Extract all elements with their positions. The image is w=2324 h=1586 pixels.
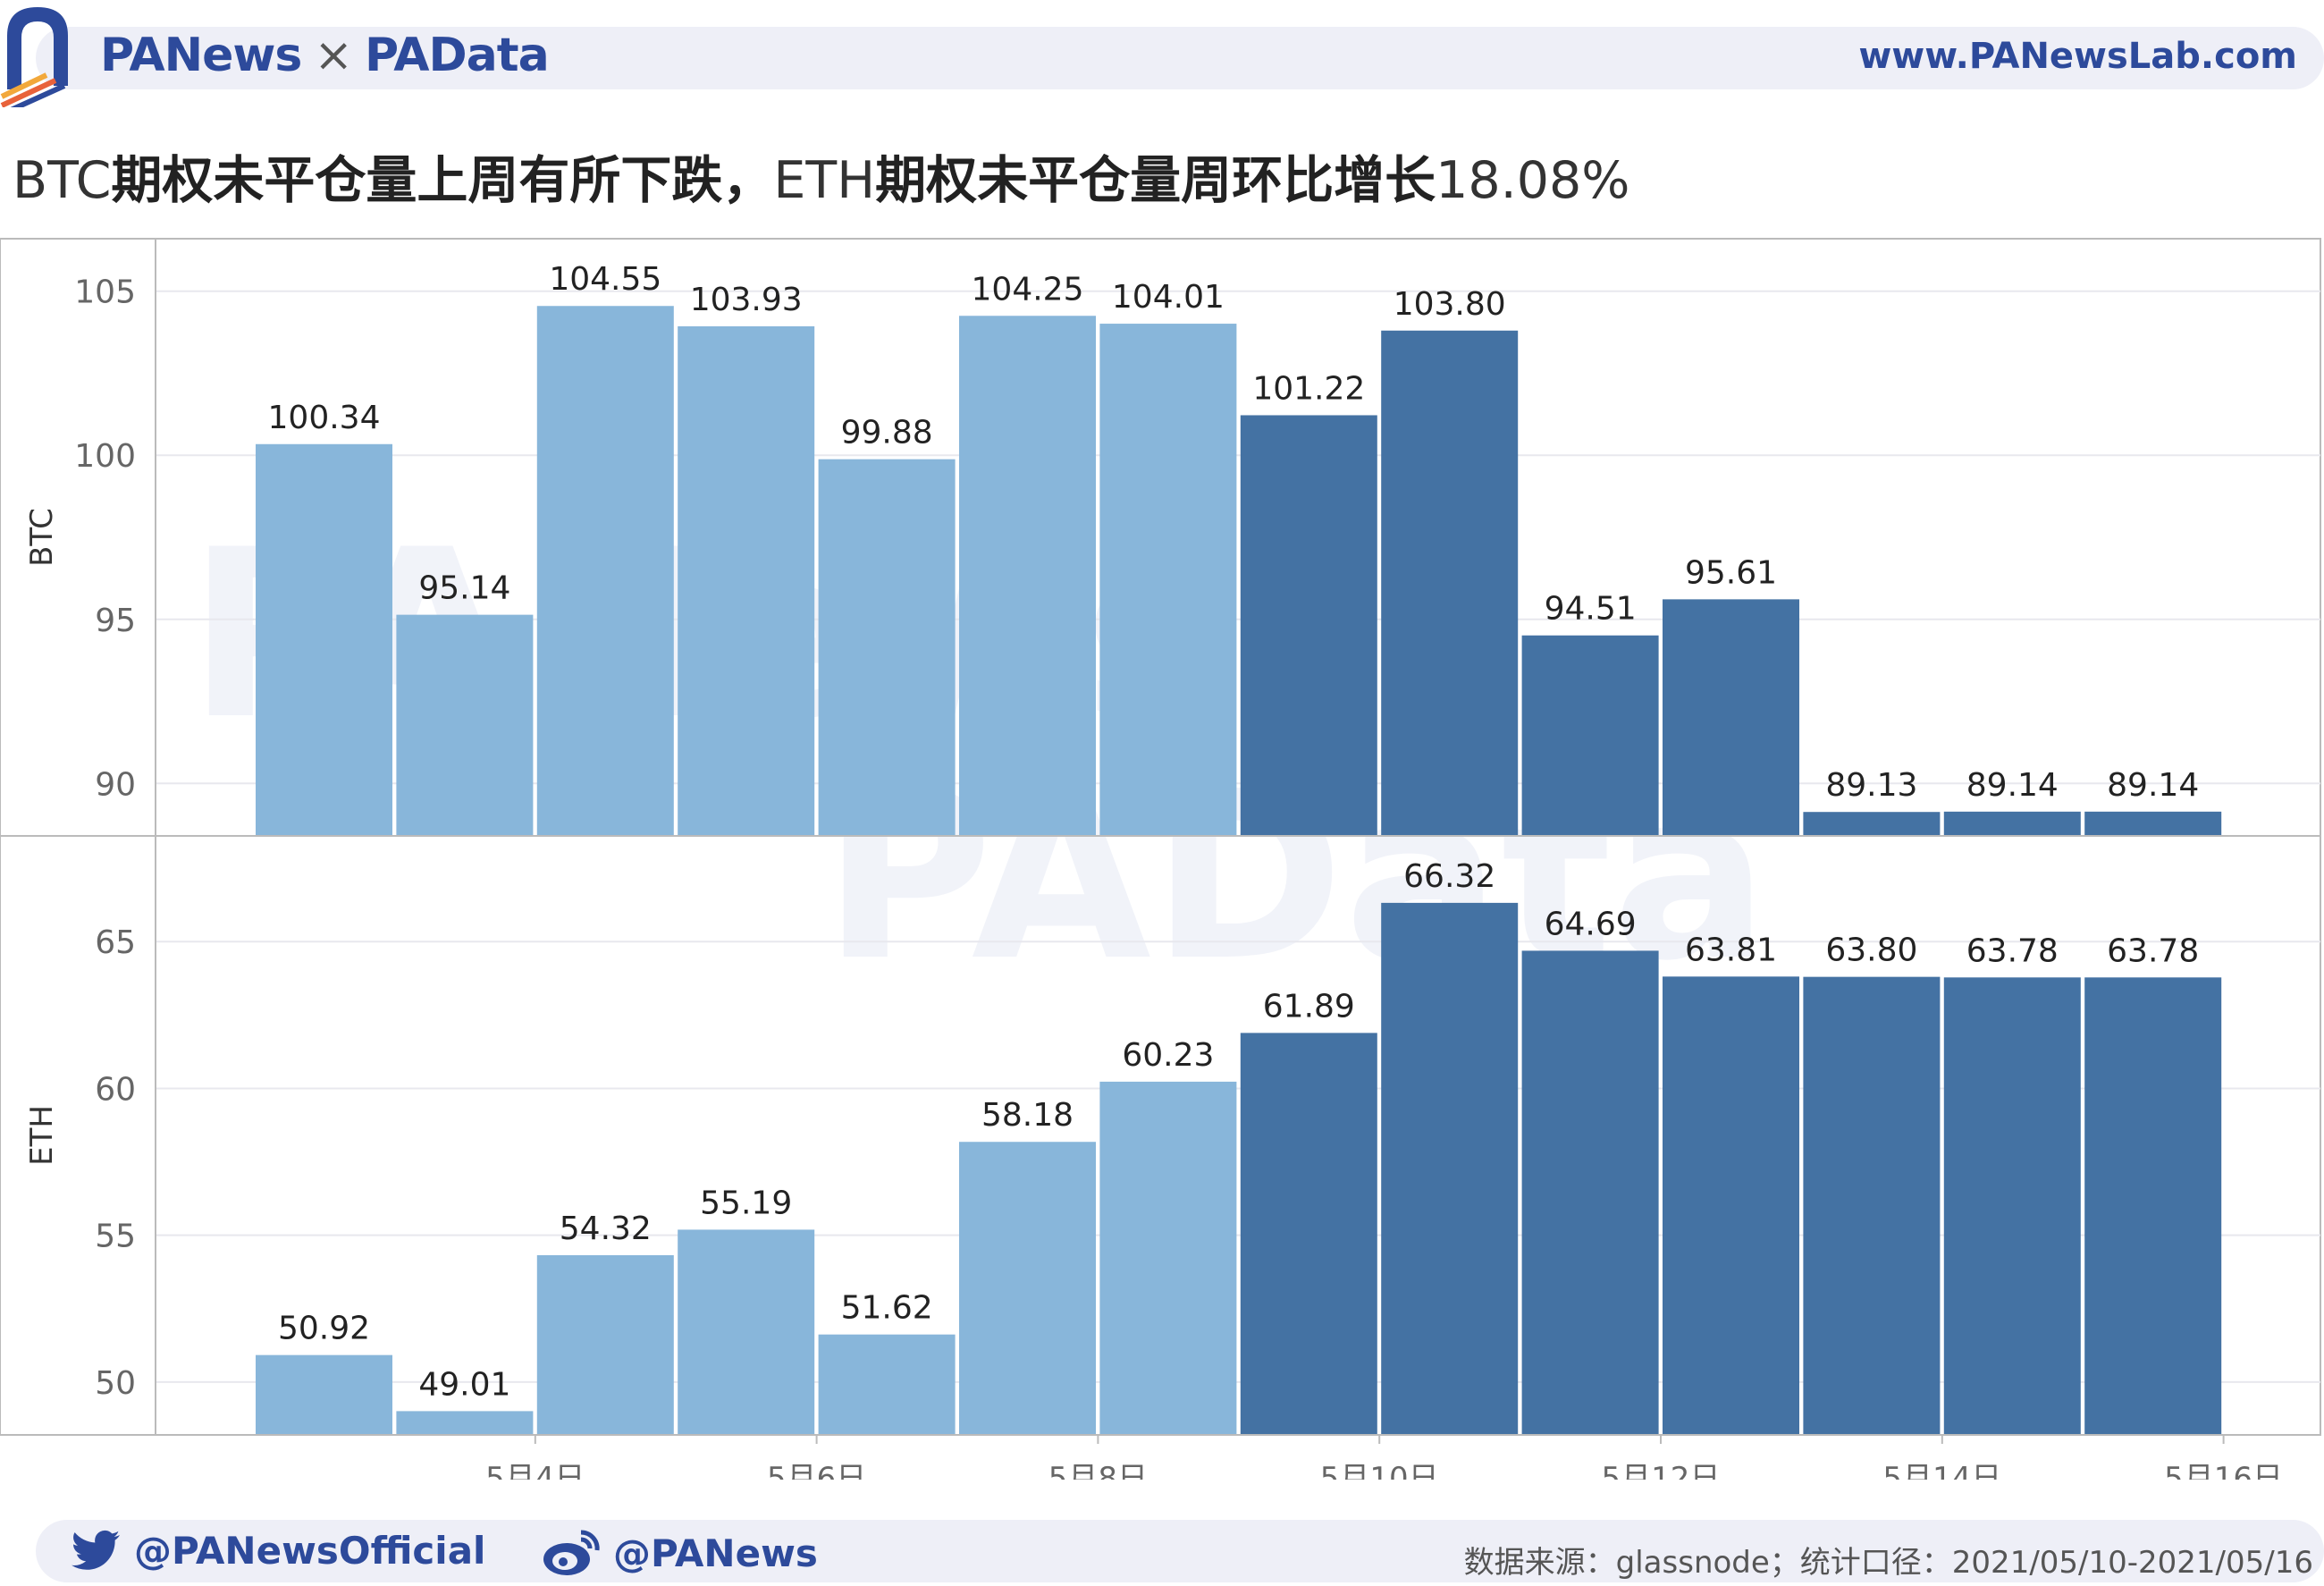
bar-value-label: 95.14 [418,570,510,607]
bar-value-label: 100.34 [268,400,381,436]
x-tick-label: 5月8日 [1048,1461,1148,1480]
y-tick-label: 50 [95,1365,136,1402]
x-tick-label: 5月10日 [1320,1461,1439,1480]
bar-value-label: 64.69 [1545,906,1637,942]
twitter-handle-text: @PANewsOfficial [134,1529,486,1573]
x-tick-label: 5月12日 [1602,1461,1721,1480]
y-tick-label: 65 [95,924,136,961]
bar-value-label: 63.81 [1685,932,1777,968]
bar-value-label: 104.55 [549,261,661,298]
bar [818,459,956,836]
x-tick-label: 5月4日 [485,1461,585,1480]
bar [959,316,1096,836]
y-axis-label: ETH [24,1105,60,1166]
bar-value-label: 50.92 [278,1311,370,1347]
bar-value-label: 60.23 [1122,1037,1214,1074]
bar [1803,812,1941,836]
bar-value-label: 101.22 [1252,370,1365,407]
bar [2084,811,2222,836]
bar [1943,811,2081,836]
bar [1803,976,1941,1435]
weibo-handle-text: @PANews [613,1531,818,1575]
title-part-eth: ETH [773,151,876,210]
bar-value-label: 55.19 [700,1185,792,1221]
x-tick-label: 5月16日 [2164,1461,2283,1480]
bar-value-label: 89.14 [2107,767,2199,804]
bar [396,1411,534,1435]
bar-value-label: 103.93 [690,282,803,318]
bar-value-label: 104.01 [1112,279,1225,316]
bar [1943,977,2081,1435]
header-band [36,27,2324,89]
header-bar: PANews × PAData www.PANewsLab.com [0,0,2324,107]
bar [2084,977,2222,1435]
footer-band [36,1520,2324,1582]
bar [256,443,392,836]
weibo-handle[interactable]: @PANews [542,1529,818,1577]
brand-separator: × [314,29,353,82]
bar [1240,415,1377,836]
bar-value-label: 49.01 [418,1366,510,1403]
bar-value-label: 54.32 [560,1211,652,1247]
bar [1099,324,1237,836]
weibo-icon [543,1530,600,1575]
y-tick-label: 105 [74,274,136,311]
bar-value-label: 51.62 [841,1290,933,1327]
bar [536,306,674,836]
bar [396,614,534,836]
bar [1381,902,1519,1435]
bar-value-label: 66.32 [1403,858,1495,895]
bar [1099,1081,1237,1435]
brand-padata: PAData [364,29,550,82]
y-tick-label: 60 [95,1071,136,1108]
y-tick-label: 100 [74,438,136,475]
bar-value-label: 104.25 [972,271,1084,308]
bar-value-label: 95.61 [1685,554,1777,591]
bar [1663,976,1799,1435]
bar-value-label: 89.14 [1966,767,2059,804]
x-tick-label: 5月6日 [767,1461,866,1480]
bar [1240,1033,1377,1435]
bar [678,1229,815,1435]
bar-value-label: 63.80 [1825,932,1917,969]
bar [678,325,815,836]
y-axis-label: BTC [24,508,60,567]
title-part-percent: 18.08% [1436,151,1630,210]
page-title: BTC期权未平仓量上周有所下跌，ETH期权未平仓量周环比增长18.08% [13,139,1629,213]
bar [818,1334,956,1435]
twitter-handle[interactable]: @PANewsOfficial [72,1529,485,1573]
panews-logo-icon [0,7,68,107]
brand-panews: PANews [100,29,302,82]
bar-value-label: 63.78 [2107,932,2199,969]
bar-value-label: 89.13 [1825,767,1917,804]
bar [959,1142,1096,1435]
bar-value-label: 94.51 [1545,591,1637,628]
website-url[interactable]: www.PANewsLab.com [1858,36,2297,77]
bar [1521,950,1659,1435]
bar-value-label: 58.18 [981,1097,1074,1134]
x-tick-label: 5月14日 [1882,1461,2001,1480]
bar-chart: 90 95 100 105 BTC 100.34 95.14 104.55 103.93 99.8… [0,238,2321,1480]
bar [1663,599,1799,836]
y-tick-label: 95 [95,603,136,639]
bar [536,1255,674,1435]
title-part-btc-text: 期权未平仓量上周有所下跌， [111,151,774,210]
bar [256,1354,392,1435]
bar-value-label: 99.88 [841,415,933,451]
title-part-btc: BTC [13,151,112,210]
bar-value-label: 61.89 [1263,988,1355,1025]
y-tick-label: 90 [95,766,136,803]
brand-logo-text: PANews × PAData [100,29,550,82]
bar [1381,330,1519,836]
y-tick-label: 55 [95,1219,136,1255]
footer-bar: @PANewsOfficial @PANews 数据来源：glassnode；统… [0,1520,2324,1586]
data-source-note: 数据来源：glassnode；统计口径：2021/05/10-2021/05/1… [1463,1545,2313,1581]
bar [1521,635,1659,836]
title-part-eth-text: 期权未平仓量周环比增长 [875,151,1436,210]
bar-value-label: 63.78 [1966,932,2059,969]
twitter-icon [72,1530,120,1570]
bar-value-label: 103.80 [1394,286,1506,323]
